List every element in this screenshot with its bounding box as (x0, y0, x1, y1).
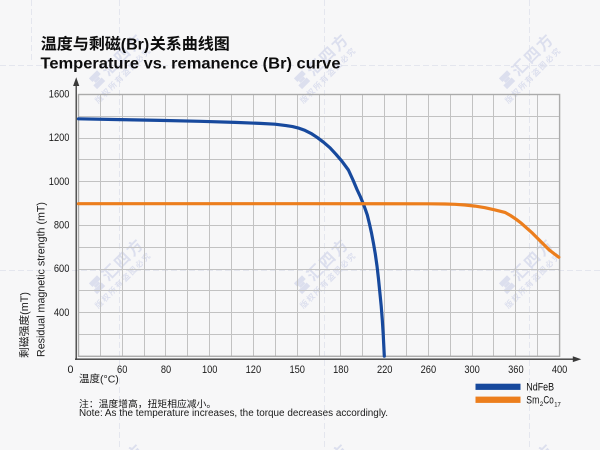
svg-text:1000: 1000 (49, 176, 70, 188)
svg-text:1200: 1200 (49, 132, 70, 144)
svg-text:180: 180 (333, 364, 349, 376)
svg-text:2: 2 (540, 401, 544, 408)
svg-text:Residual magnetic strength (mT: Residual magnetic strength (mT) (36, 202, 48, 357)
svg-text:Note: As the temperature incre: Note: As the temperature increases, the … (79, 408, 388, 419)
svg-text:600: 600 (54, 263, 70, 275)
svg-text:1600: 1600 (49, 89, 70, 101)
svg-text:120: 120 (246, 364, 262, 376)
svg-text:800: 800 (54, 220, 70, 232)
svg-text:80: 80 (161, 364, 171, 376)
svg-text:Temperature vs. remanence (Br): Temperature vs. remanence (Br) curve (41, 56, 341, 73)
svg-text:(Br): (Br) (121, 36, 149, 53)
svg-text:Co: Co (543, 394, 553, 406)
svg-text:(°C): (°C) (100, 373, 119, 385)
svg-text:220: 220 (377, 364, 393, 376)
svg-text:360: 360 (508, 364, 524, 376)
svg-text:150: 150 (289, 364, 305, 376)
svg-text:NdFeB: NdFeB (526, 382, 554, 394)
svg-text:(mT): (mT) (19, 292, 31, 315)
svg-text:17: 17 (554, 402, 561, 409)
svg-text:260: 260 (421, 364, 437, 376)
svg-text:100: 100 (202, 364, 218, 376)
svg-text:60: 60 (117, 364, 127, 376)
svg-text:400: 400 (54, 307, 70, 319)
svg-text:400: 400 (552, 364, 568, 376)
svg-text:0: 0 (68, 364, 74, 376)
svg-text:300: 300 (464, 364, 480, 376)
svg-text:Sm: Sm (526, 394, 539, 406)
